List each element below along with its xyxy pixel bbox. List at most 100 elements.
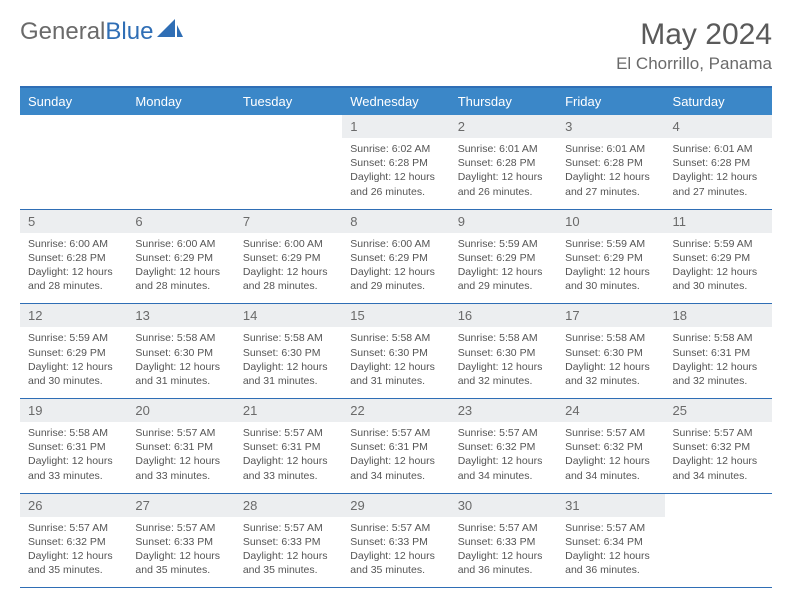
sunset-text: Sunset: 6:31 PM: [350, 440, 441, 454]
daylight-text: Daylight: 12 hours and 36 minutes.: [565, 549, 656, 577]
daylight-text: Daylight: 12 hours and 27 minutes.: [673, 170, 764, 198]
day-body: Sunrise: 5:57 AMSunset: 6:33 PMDaylight:…: [127, 517, 234, 588]
sunrise-text: Sunrise: 5:57 AM: [458, 521, 549, 535]
dow-wednesday: Wednesday: [342, 87, 449, 115]
dow-saturday: Saturday: [665, 87, 772, 115]
title-block: May 2024 El Chorrillo, Panama: [616, 18, 772, 74]
header: GeneralBlue May 2024 El Chorrillo, Panam…: [20, 18, 772, 74]
calendar-cell: 19Sunrise: 5:58 AMSunset: 6:31 PMDayligh…: [20, 399, 127, 494]
sunrise-text: Sunrise: 5:58 AM: [243, 331, 334, 345]
sunrise-text: Sunrise: 6:01 AM: [673, 142, 764, 156]
sunset-text: Sunset: 6:30 PM: [458, 346, 549, 360]
sunrise-text: Sunrise: 5:57 AM: [565, 521, 656, 535]
day-body: Sunrise: 6:00 AMSunset: 6:29 PMDaylight:…: [127, 233, 234, 304]
day-number: 21: [235, 399, 342, 422]
day-number: 15: [342, 304, 449, 327]
sunset-text: Sunset: 6:31 PM: [135, 440, 226, 454]
brand-part2: Blue: [105, 18, 153, 46]
daylight-text: Daylight: 12 hours and 35 minutes.: [28, 549, 119, 577]
daylight-text: Daylight: 12 hours and 33 minutes.: [243, 454, 334, 482]
sunset-text: Sunset: 6:33 PM: [243, 535, 334, 549]
sunrise-text: Sunrise: 5:57 AM: [565, 426, 656, 440]
day-number: 1: [342, 115, 449, 138]
calendar-cell: 20Sunrise: 5:57 AMSunset: 6:31 PMDayligh…: [127, 399, 234, 494]
sunset-text: Sunset: 6:30 PM: [565, 346, 656, 360]
calendar-week: 5Sunrise: 6:00 AMSunset: 6:28 PMDaylight…: [20, 209, 772, 304]
sunset-text: Sunset: 6:29 PM: [673, 251, 764, 265]
daylight-text: Daylight: 12 hours and 31 minutes.: [135, 360, 226, 388]
sunrise-text: Sunrise: 6:00 AM: [243, 237, 334, 251]
sunrise-text: Sunrise: 6:00 AM: [28, 237, 119, 251]
sunrise-text: Sunrise: 5:58 AM: [28, 426, 119, 440]
daylight-text: Daylight: 12 hours and 34 minutes.: [458, 454, 549, 482]
sunset-text: Sunset: 6:32 PM: [565, 440, 656, 454]
daylight-text: Daylight: 12 hours and 29 minutes.: [350, 265, 441, 293]
day-body: Sunrise: 5:57 AMSunset: 6:32 PMDaylight:…: [665, 422, 772, 493]
calendar-cell: 16Sunrise: 5:58 AMSunset: 6:30 PMDayligh…: [450, 304, 557, 399]
day-body: Sunrise: 5:58 AMSunset: 6:31 PMDaylight:…: [665, 327, 772, 398]
calendar-cell: 6Sunrise: 6:00 AMSunset: 6:29 PMDaylight…: [127, 209, 234, 304]
daylight-text: Daylight: 12 hours and 36 minutes.: [458, 549, 549, 577]
day-number: 18: [665, 304, 772, 327]
day-number: 7: [235, 210, 342, 233]
sunrise-text: Sunrise: 5:57 AM: [458, 426, 549, 440]
daylight-text: Daylight: 12 hours and 34 minutes.: [565, 454, 656, 482]
sunrise-text: Sunrise: 5:58 AM: [458, 331, 549, 345]
calendar-cell: 24Sunrise: 5:57 AMSunset: 6:32 PMDayligh…: [557, 399, 664, 494]
day-number: 30: [450, 494, 557, 517]
day-body: Sunrise: 5:57 AMSunset: 6:33 PMDaylight:…: [450, 517, 557, 588]
sunset-text: Sunset: 6:33 PM: [135, 535, 226, 549]
calendar-cell: 31Sunrise: 5:57 AMSunset: 6:34 PMDayligh…: [557, 493, 664, 588]
dow-friday: Friday: [557, 87, 664, 115]
sunrise-text: Sunrise: 6:00 AM: [350, 237, 441, 251]
dow-row: Sunday Monday Tuesday Wednesday Thursday…: [20, 87, 772, 115]
calendar-cell: 4Sunrise: 6:01 AMSunset: 6:28 PMDaylight…: [665, 115, 772, 209]
calendar-cell: 11Sunrise: 5:59 AMSunset: 6:29 PMDayligh…: [665, 209, 772, 304]
day-body: Sunrise: 5:57 AMSunset: 6:31 PMDaylight:…: [127, 422, 234, 493]
daylight-text: Daylight: 12 hours and 28 minutes.: [135, 265, 226, 293]
sunrise-text: Sunrise: 5:58 AM: [135, 331, 226, 345]
dow-thursday: Thursday: [450, 87, 557, 115]
sunrise-text: Sunrise: 5:59 AM: [673, 237, 764, 251]
sunset-text: Sunset: 6:29 PM: [243, 251, 334, 265]
sunset-text: Sunset: 6:28 PM: [458, 156, 549, 170]
sunrise-text: Sunrise: 6:02 AM: [350, 142, 441, 156]
calendar-cell: 14Sunrise: 5:58 AMSunset: 6:30 PMDayligh…: [235, 304, 342, 399]
sunset-text: Sunset: 6:30 PM: [350, 346, 441, 360]
day-body: [665, 516, 772, 578]
calendar-cell: 8Sunrise: 6:00 AMSunset: 6:29 PMDaylight…: [342, 209, 449, 304]
day-body: Sunrise: 5:59 AMSunset: 6:29 PMDaylight:…: [557, 233, 664, 304]
calendar-week: 19Sunrise: 5:58 AMSunset: 6:31 PMDayligh…: [20, 399, 772, 494]
sunrise-text: Sunrise: 5:58 AM: [673, 331, 764, 345]
day-number: 10: [557, 210, 664, 233]
calendar-cell: 2Sunrise: 6:01 AMSunset: 6:28 PMDaylight…: [450, 115, 557, 209]
daylight-text: Daylight: 12 hours and 27 minutes.: [565, 170, 656, 198]
sunset-text: Sunset: 6:33 PM: [350, 535, 441, 549]
day-number: 9: [450, 210, 557, 233]
daylight-text: Daylight: 12 hours and 35 minutes.: [243, 549, 334, 577]
day-number: [127, 115, 234, 137]
day-number: 29: [342, 494, 449, 517]
calendar-cell: 13Sunrise: 5:58 AMSunset: 6:30 PMDayligh…: [127, 304, 234, 399]
day-body: Sunrise: 5:58 AMSunset: 6:30 PMDaylight:…: [450, 327, 557, 398]
sunset-text: Sunset: 6:28 PM: [673, 156, 764, 170]
calendar-cell: 25Sunrise: 5:57 AMSunset: 6:32 PMDayligh…: [665, 399, 772, 494]
sunrise-text: Sunrise: 6:01 AM: [458, 142, 549, 156]
sunset-text: Sunset: 6:33 PM: [458, 535, 549, 549]
day-body: Sunrise: 5:58 AMSunset: 6:30 PMDaylight:…: [127, 327, 234, 398]
day-body: Sunrise: 5:58 AMSunset: 6:30 PMDaylight:…: [235, 327, 342, 398]
calendar-cell: 5Sunrise: 6:00 AMSunset: 6:28 PMDaylight…: [20, 209, 127, 304]
dow-monday: Monday: [127, 87, 234, 115]
sunrise-text: Sunrise: 5:57 AM: [673, 426, 764, 440]
day-number: 12: [20, 304, 127, 327]
day-body: Sunrise: 5:59 AMSunset: 6:29 PMDaylight:…: [450, 233, 557, 304]
sunset-text: Sunset: 6:34 PM: [565, 535, 656, 549]
calendar-cell: 7Sunrise: 6:00 AMSunset: 6:29 PMDaylight…: [235, 209, 342, 304]
calendar-cell: 18Sunrise: 5:58 AMSunset: 6:31 PMDayligh…: [665, 304, 772, 399]
day-body: Sunrise: 6:01 AMSunset: 6:28 PMDaylight:…: [450, 138, 557, 209]
sunrise-text: Sunrise: 5:59 AM: [458, 237, 549, 251]
day-body: Sunrise: 5:58 AMSunset: 6:31 PMDaylight:…: [20, 422, 127, 493]
day-number: 6: [127, 210, 234, 233]
sunrise-text: Sunrise: 5:58 AM: [350, 331, 441, 345]
sunrise-text: Sunrise: 6:00 AM: [135, 237, 226, 251]
